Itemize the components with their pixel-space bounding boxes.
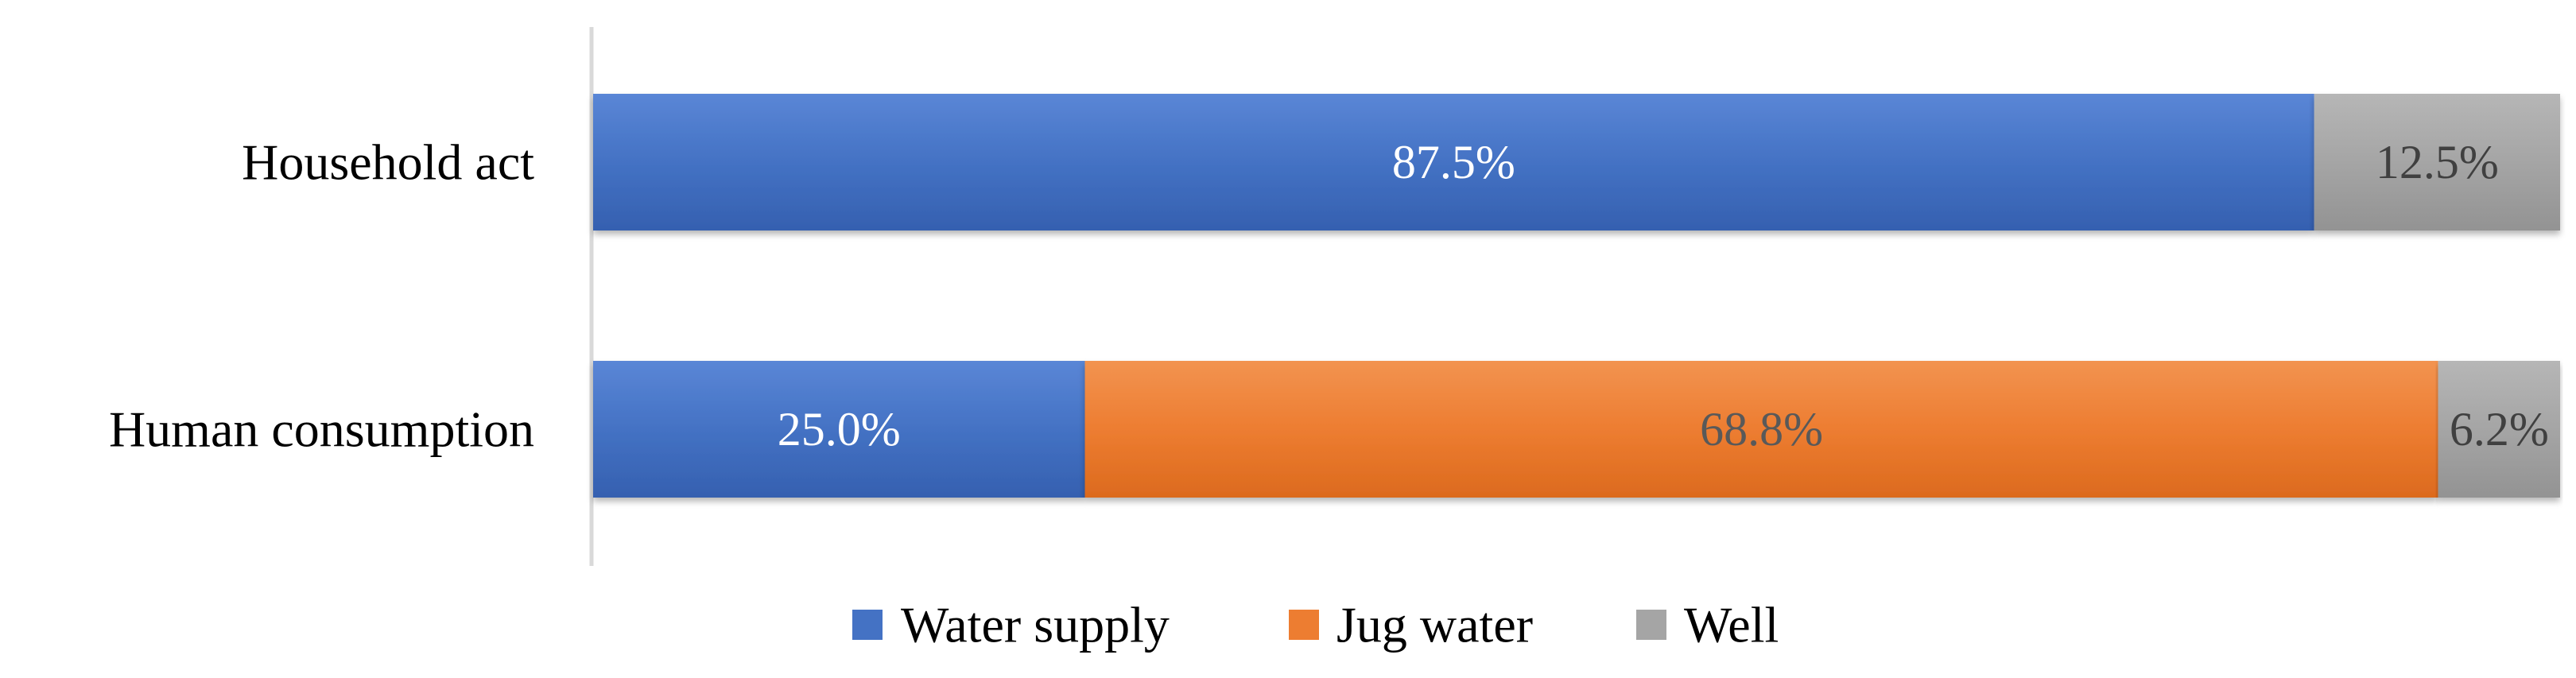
- legend-label-jug-water: Jug water: [1336, 597, 1533, 653]
- legend-item-jug-water: Jug water: [1289, 597, 1533, 653]
- category-label-household-act: Household act: [242, 134, 534, 191]
- bar-segment-well-household-act: [2314, 94, 2560, 231]
- legend-item-well: Well: [1636, 597, 1779, 653]
- bar-segment-jug-water-human-consumption: [1084, 361, 2438, 498]
- bar-segment-water-supply-human-consumption: [593, 361, 1085, 498]
- data-label-water-supply-human-consumption: 25.0%: [778, 403, 901, 455]
- legend: Water supply Jug water Well: [852, 597, 1779, 653]
- bar-segment-well-human-consumption: [2438, 361, 2560, 498]
- category-labels-layer: Household act Human consumption: [109, 134, 534, 458]
- category-label-human-consumption: Human consumption: [109, 401, 534, 458]
- data-label-water-supply-household-act: 87.5%: [1392, 136, 1515, 188]
- data-label-well-human-consumption: 6.2%: [2450, 403, 2549, 455]
- legend-swatch-jug-water: [1289, 610, 1319, 640]
- data-label-jug-water-human-consumption: 68.8%: [1700, 403, 1823, 455]
- legend-label-water-supply: Water supply: [901, 597, 1170, 653]
- data-labels-layer: 87.5% 12.5% 25.0% 68.8% 6.2%: [778, 136, 2549, 455]
- legend-item-water-supply: Water supply: [852, 597, 1170, 653]
- legend-label-well: Well: [1684, 597, 1779, 653]
- legend-swatch-well: [1636, 610, 1666, 640]
- bars-layer: [593, 94, 2560, 498]
- bar-segment-water-supply-household-act: [593, 94, 2314, 231]
- legend-swatch-water-supply: [852, 610, 883, 640]
- data-label-well-household-act: 12.5%: [2376, 136, 2499, 188]
